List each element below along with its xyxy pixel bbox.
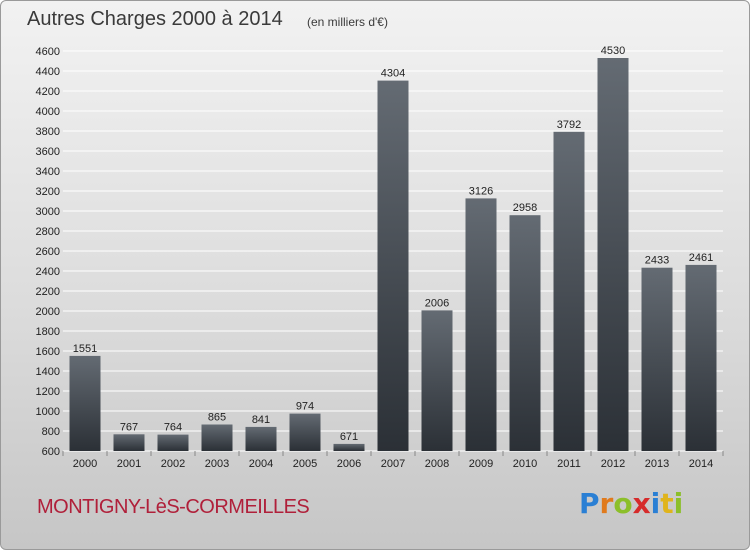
data-label: 865	[208, 412, 226, 424]
data-label: 2958	[513, 202, 537, 214]
y-tick-label: 2600	[36, 246, 60, 258]
y-tick-label: 1600	[36, 346, 60, 358]
x-tick-label: 2008	[425, 458, 449, 470]
data-label: 1551	[73, 343, 97, 355]
x-tick-label: 2002	[161, 458, 185, 470]
data-label: 764	[164, 422, 182, 434]
bar-2004	[245, 426, 277, 451]
y-tick-label: 1400	[36, 366, 60, 378]
bar-2005	[289, 413, 321, 451]
y-tick-label: 3400	[36, 166, 60, 178]
y-tick-label: 2200	[36, 286, 60, 298]
y-axis: 600 800 1000 1200 1400 1600 1800 2000 2200 2400 26…	[36, 46, 60, 458]
x-tick-label: 2012	[601, 458, 625, 470]
x-tick-label: 2011	[557, 458, 581, 470]
bar-2009	[465, 198, 497, 451]
y-tick-label: 4000	[36, 106, 60, 118]
x-tick-label: 2007	[381, 458, 405, 470]
data-label: 671	[340, 431, 358, 443]
bar-2003	[201, 424, 233, 451]
y-tick-label: 2400	[36, 266, 60, 278]
y-tick-label: 4200	[36, 86, 60, 98]
data-label: 767	[120, 421, 138, 433]
x-axis: 2000 2001 2002 2003 2004 2005 2006 2007 2008 2009…	[62, 451, 724, 470]
y-tick-label: 2800	[36, 226, 60, 238]
y-tick-label: 4400	[36, 66, 60, 78]
y-tick-label: 1200	[36, 386, 60, 398]
x-tick-label: 2013	[645, 458, 669, 470]
data-label: 4530	[601, 45, 625, 57]
data-label: 841	[252, 414, 270, 426]
y-tick-label: 4600	[36, 46, 60, 58]
y-tick-label: 1800	[36, 326, 60, 338]
y-tick-label: 3600	[36, 146, 60, 158]
y-tick-label: 3200	[36, 186, 60, 198]
x-tick-label: 2010	[513, 458, 537, 470]
x-tick-label: 2000	[73, 458, 97, 470]
y-tick-label: 1000	[36, 406, 60, 418]
bar-2012	[597, 58, 629, 451]
x-tick-label: 2004	[249, 458, 273, 470]
x-tick-label: 2003	[205, 458, 229, 470]
bar-2010	[509, 215, 541, 451]
x-tick-label: 2009	[469, 458, 493, 470]
y-tick-label: 3800	[36, 126, 60, 138]
bar-2013	[641, 267, 673, 451]
logo-letter: o	[613, 487, 633, 520]
bar-2011	[553, 131, 585, 452]
y-tick-label: 600	[42, 446, 60, 458]
logo-letter: P	[579, 487, 600, 520]
data-label: 2433	[645, 255, 669, 267]
bar-2001	[113, 434, 145, 451]
y-tick-label: 2000	[36, 306, 60, 318]
x-tick-label: 2006	[337, 458, 361, 470]
y-tick-label: 800	[42, 426, 60, 438]
commune-name: MONTIGNY-LèS-CORMEILLES	[37, 496, 310, 518]
logo-letter: r	[599, 487, 614, 520]
x-tick-label: 2001	[117, 458, 141, 470]
data-label: 2461	[689, 252, 713, 264]
data-label: 974	[296, 401, 314, 413]
logo-letter: i	[650, 487, 661, 520]
x-tick-label: 2005	[293, 458, 317, 470]
bar-2014	[685, 264, 717, 451]
bar-2007	[377, 80, 409, 451]
y-tick-label: 3000	[36, 206, 60, 218]
chart-subtitle: (en milliers d'€)	[307, 15, 388, 29]
proxiti-logo[interactable]: Proxiti	[579, 487, 683, 520]
bar-2002	[157, 434, 189, 451]
data-label: 4304	[381, 68, 405, 80]
x-tick-label: 2014	[689, 458, 713, 470]
logo-letter: t	[660, 487, 674, 520]
chart-title: Autres Charges 2000 à 2014	[27, 8, 283, 30]
data-label: 2006	[425, 297, 449, 309]
data-labels: 1551 767 764 865 841 974 671 4304 2006 3126 2958 37…	[73, 45, 713, 443]
logo-letter: i	[673, 487, 684, 520]
data-label: 3126	[469, 185, 493, 197]
bar-2006	[333, 443, 365, 451]
bar-2008	[421, 310, 453, 451]
bars	[69, 58, 717, 452]
logo-letter: x	[632, 487, 651, 520]
bar-2000	[69, 355, 101, 451]
data-label: 3792	[557, 119, 581, 131]
